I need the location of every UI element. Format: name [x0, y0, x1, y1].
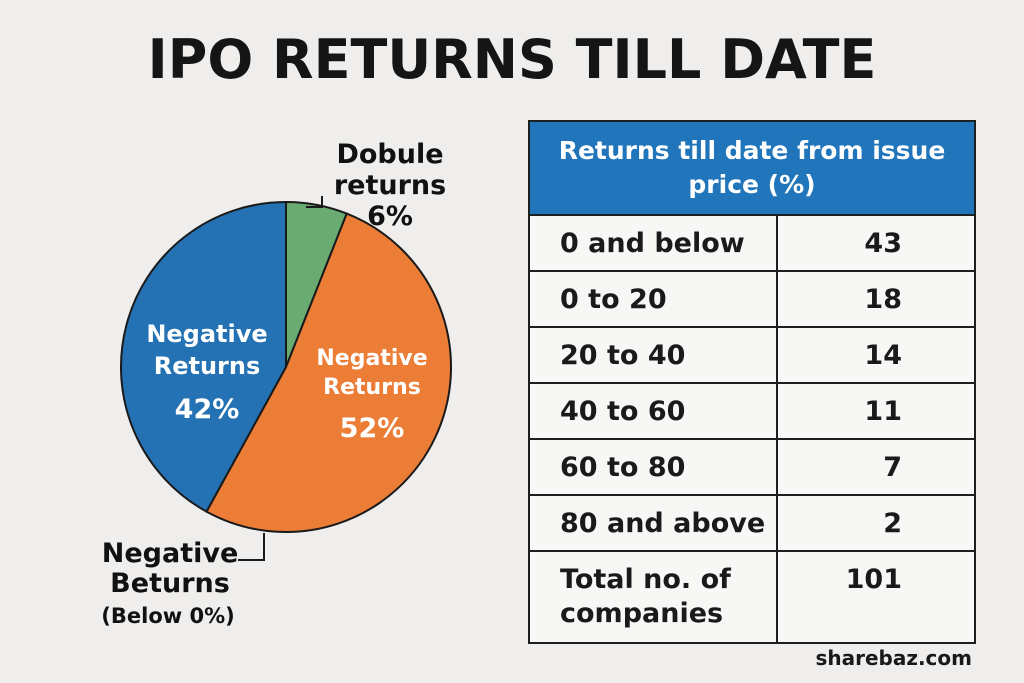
table-cell-range: 80 and above	[530, 496, 778, 550]
table-cell-range: 40 to 60	[530, 384, 778, 438]
pie-slice-negative-42	[120, 200, 287, 513]
pie-callout-sublabel: (Below 0%)	[101, 604, 234, 628]
pie-label-negative-52: Negative	[316, 346, 427, 371]
table-row: 40 to 60 11	[530, 384, 974, 440]
pie-slice-negative-52	[205, 212, 452, 533]
pie-callout-label: Negative	[102, 538, 239, 569]
table-cell-range: 20 to 40	[530, 328, 778, 382]
table-cell-count: 18	[864, 283, 902, 315]
pie-label-double-returns: returns	[334, 170, 446, 201]
pie-label-negative-52: Returns	[323, 375, 421, 400]
pie-label-double-returns: Dobule	[336, 139, 443, 170]
pie-label-negative-42: Returns	[154, 352, 261, 380]
table-cell-count: 101	[845, 564, 902, 595]
pie-label-double-returns: 6%	[367, 201, 413, 232]
source-label: sharebaz.com	[815, 646, 972, 670]
table-row: 20 to 40 14	[530, 328, 974, 384]
table-row: 0 and below 43	[530, 216, 974, 272]
table-cell-count: 14	[864, 339, 902, 371]
table-row-total: Total no. of companies 101	[530, 552, 974, 642]
table-row: 60 to 80 7	[530, 440, 974, 496]
table-cell-range: 0 to 20	[530, 272, 778, 326]
table-cell-count: 43	[864, 227, 902, 259]
pie-callout-label: Beturns	[110, 568, 230, 599]
table-cell-range: 60 to 80	[530, 440, 778, 494]
pie-leader-line	[306, 196, 323, 208]
table-header: Returns till date from issue price (%)	[530, 122, 974, 216]
table-cell-range: Total no. of companies	[530, 552, 778, 642]
table-cell-range: 0 and below	[530, 216, 778, 270]
table-row: 0 to 20 18	[530, 272, 974, 328]
table-cell-count: 11	[864, 395, 902, 427]
pie-leader-line	[238, 533, 265, 561]
table-cell-count: 7	[883, 451, 902, 483]
page-title: IPO RETURNS TILL DATE	[147, 28, 877, 91]
pie-label-negative-42: Negative	[146, 320, 267, 348]
table-row: 80 and above 2	[530, 496, 974, 552]
pie-label-negative-42-percent: 42%	[175, 394, 240, 425]
table-cell-count: 2	[883, 507, 902, 539]
returns-table: Returns till date from issue price (%) 0…	[528, 120, 976, 644]
pie-label-negative-52-percent: 52%	[340, 413, 405, 444]
